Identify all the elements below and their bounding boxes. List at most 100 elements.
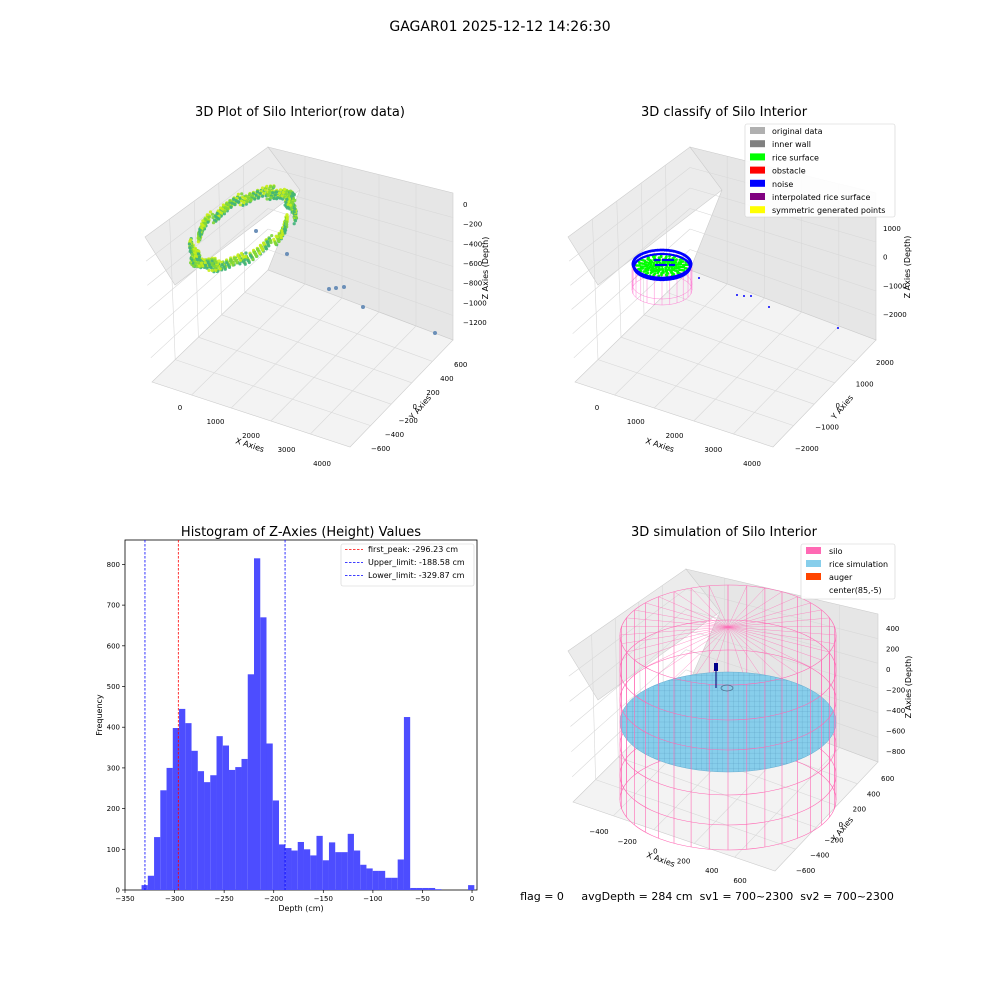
raw-point — [266, 193, 270, 198]
rice-surface-point — [652, 263, 655, 266]
histogram-bar — [372, 870, 379, 890]
y-tick-label: 400 — [107, 724, 120, 732]
silo-roof-line — [727, 609, 822, 628]
raw-point — [212, 264, 216, 268]
histogram-legend: first_peak: -296.23 cm Upper_limit: -188.… — [340, 543, 475, 587]
raw-point — [285, 197, 289, 201]
noise-point — [837, 327, 839, 329]
rice-surface-point — [657, 256, 661, 259]
histogram-title: Histogram of Z-Axies (Height) Values — [181, 525, 421, 540]
raw-x-tick: 0 — [178, 404, 182, 412]
raw-point — [196, 240, 200, 244]
silo-roof-line — [690, 626, 729, 683]
silo-roof-line — [727, 585, 747, 628]
raw-point — [190, 252, 194, 256]
raw-point — [248, 192, 252, 196]
silo-roof-line — [626, 617, 729, 628]
rice-surface-point — [681, 260, 685, 263]
grid-line — [568, 167, 691, 262]
rice-surface-point — [679, 262, 683, 266]
raw-point — [214, 260, 218, 265]
grid-line — [267, 228, 454, 292]
raw-point — [210, 261, 214, 266]
raw-point — [226, 263, 230, 267]
raw-point — [195, 264, 199, 268]
simulation-z-tick-labels: 400 200 0 −200 −400 −600 −800 — [886, 625, 905, 756]
raw-point — [281, 190, 285, 195]
raw-point — [240, 192, 244, 196]
grid-line — [653, 297, 765, 409]
rice-surface-point — [672, 267, 676, 271]
raw-z-tick: −1000 — [463, 299, 487, 307]
raw-point — [246, 196, 251, 200]
raw-point — [198, 228, 202, 232]
silo-roof-line — [634, 626, 729, 661]
silo-roof-line — [727, 596, 798, 628]
grid-line — [570, 629, 687, 727]
classify-z-tick: −1000 — [883, 282, 907, 290]
raw-point — [228, 258, 232, 263]
raw-point — [291, 200, 295, 204]
raw-point — [282, 227, 286, 231]
histogram-bar — [179, 708, 186, 890]
raw-point — [285, 215, 289, 219]
raw-point — [273, 240, 277, 244]
rice-surface-point — [677, 267, 680, 270]
silo-roof-line — [727, 587, 766, 628]
classify-z-tick: −2000 — [883, 311, 907, 319]
raw-point — [282, 187, 286, 191]
classify-y-tick-labels: −2000 −1000 0 1000 2000 — [795, 359, 894, 453]
raw-point — [293, 207, 297, 211]
raw-point — [197, 249, 201, 253]
legend-label: noise — [772, 180, 793, 189]
classify-x-tick: 4000 — [743, 460, 761, 468]
raw-point — [191, 264, 195, 268]
noise-point — [698, 277, 700, 279]
grid-line — [689, 208, 877, 267]
rice-surface-point — [649, 271, 653, 275]
raw-point — [240, 251, 244, 256]
histogram-bar — [185, 723, 192, 890]
grid-line — [569, 609, 687, 702]
noise-point — [671, 258, 675, 262]
raw-point — [285, 217, 289, 221]
noise-point — [736, 294, 738, 296]
raw-point — [243, 258, 247, 262]
histogram-bar — [141, 885, 148, 890]
raw-point — [284, 192, 288, 196]
raw-point — [191, 261, 196, 265]
raw-point — [272, 196, 276, 201]
status-footer: flag = 0 avgDepth = 284 cm sv1 = 700~230… — [520, 890, 894, 903]
raw-point — [198, 258, 202, 262]
raw-x-tick-labels: 0 1000 2000 3000 4000 — [178, 404, 331, 468]
grid-line — [218, 182, 222, 315]
rice-surface-point — [682, 265, 686, 269]
histogram-bar — [210, 775, 217, 890]
raw-point — [230, 201, 234, 205]
legend-label: Lower_limit: -329.87 cm — [368, 571, 465, 580]
raw-point — [280, 194, 284, 198]
simulation-x-tick: −400 — [589, 828, 608, 836]
legend-label: symmetric generated points — [772, 206, 885, 215]
rice-surface-point — [647, 263, 650, 267]
rice-surface-point — [659, 268, 663, 271]
silo-roof-line — [673, 591, 729, 628]
legend-label: auger — [829, 573, 853, 582]
grid-line — [571, 208, 691, 310]
classify-y-tick: 2000 — [876, 359, 894, 367]
histogram-bar — [410, 887, 417, 890]
raw-point — [275, 235, 279, 239]
simulation-y-tick: 200 — [853, 806, 866, 814]
histogram-bar — [468, 885, 475, 890]
raw-point — [291, 191, 295, 195]
raw-z-axis-label: Z Axies (Depth) — [481, 237, 490, 300]
y-tick-label: 100 — [107, 846, 120, 854]
legend-label: rice surface — [772, 153, 819, 162]
raw-point — [250, 194, 255, 198]
x-tick-label: −50 — [415, 895, 430, 903]
classify-y-tick: 0 — [836, 402, 840, 410]
histogram-bar — [291, 850, 298, 890]
raw-point — [236, 200, 240, 204]
legend-swatch — [806, 586, 821, 593]
raw-point — [264, 245, 268, 249]
